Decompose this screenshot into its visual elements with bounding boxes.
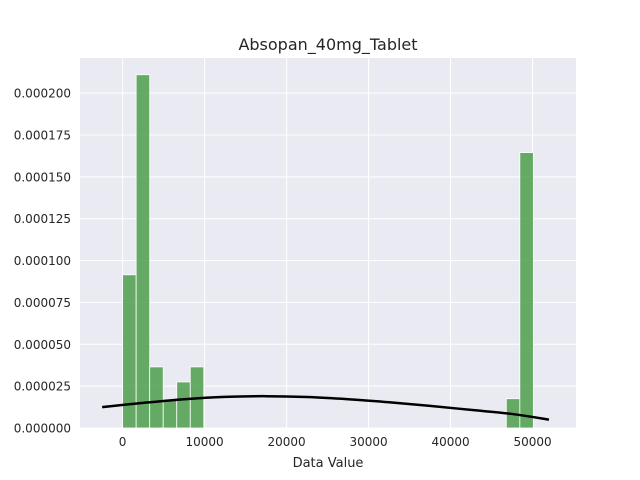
y-tick-label: 0.000100 (14, 254, 71, 268)
histogram-bar (135, 74, 151, 429)
x-tick-label: 20000 (268, 435, 306, 449)
y-tick-label: 0.000150 (14, 170, 71, 184)
y-tick-label: 0.000050 (14, 338, 71, 352)
histogram-bars (122, 74, 534, 429)
chart-title: Absopan_40mg_Tablet (238, 35, 417, 55)
x-tick-label: 0 (119, 435, 127, 449)
histogram-bar (176, 381, 191, 429)
x-tick-label: 40000 (431, 435, 469, 449)
y-tick-labels: 0.000000 0.000025 0.000050 0.000075 0.000100… (14, 87, 71, 436)
density-curve (102, 394, 550, 421)
plot-background (80, 58, 576, 428)
x-tick-label: 30000 (349, 435, 387, 449)
histogram-bar (519, 152, 534, 429)
x-tick-label: 10000 (186, 435, 224, 449)
y-tick-label: 0.000200 (14, 87, 71, 101)
y-tick-label: 0.000175 (14, 129, 71, 143)
histogram-bar (149, 366, 164, 429)
x-tick-label: 50000 (513, 435, 551, 449)
y-tick-label: 0.000125 (14, 212, 71, 226)
x-axis-label: Data Value (293, 456, 364, 471)
y-tick-label: 0.000075 (14, 296, 71, 310)
y-tick-label: 0.000025 (14, 380, 71, 394)
x-tick-labels: 0 10000 20000 30000 40000 50000 (119, 435, 552, 449)
y-tick-label: 0.000000 (14, 422, 71, 436)
histogram-bar (162, 399, 178, 429)
